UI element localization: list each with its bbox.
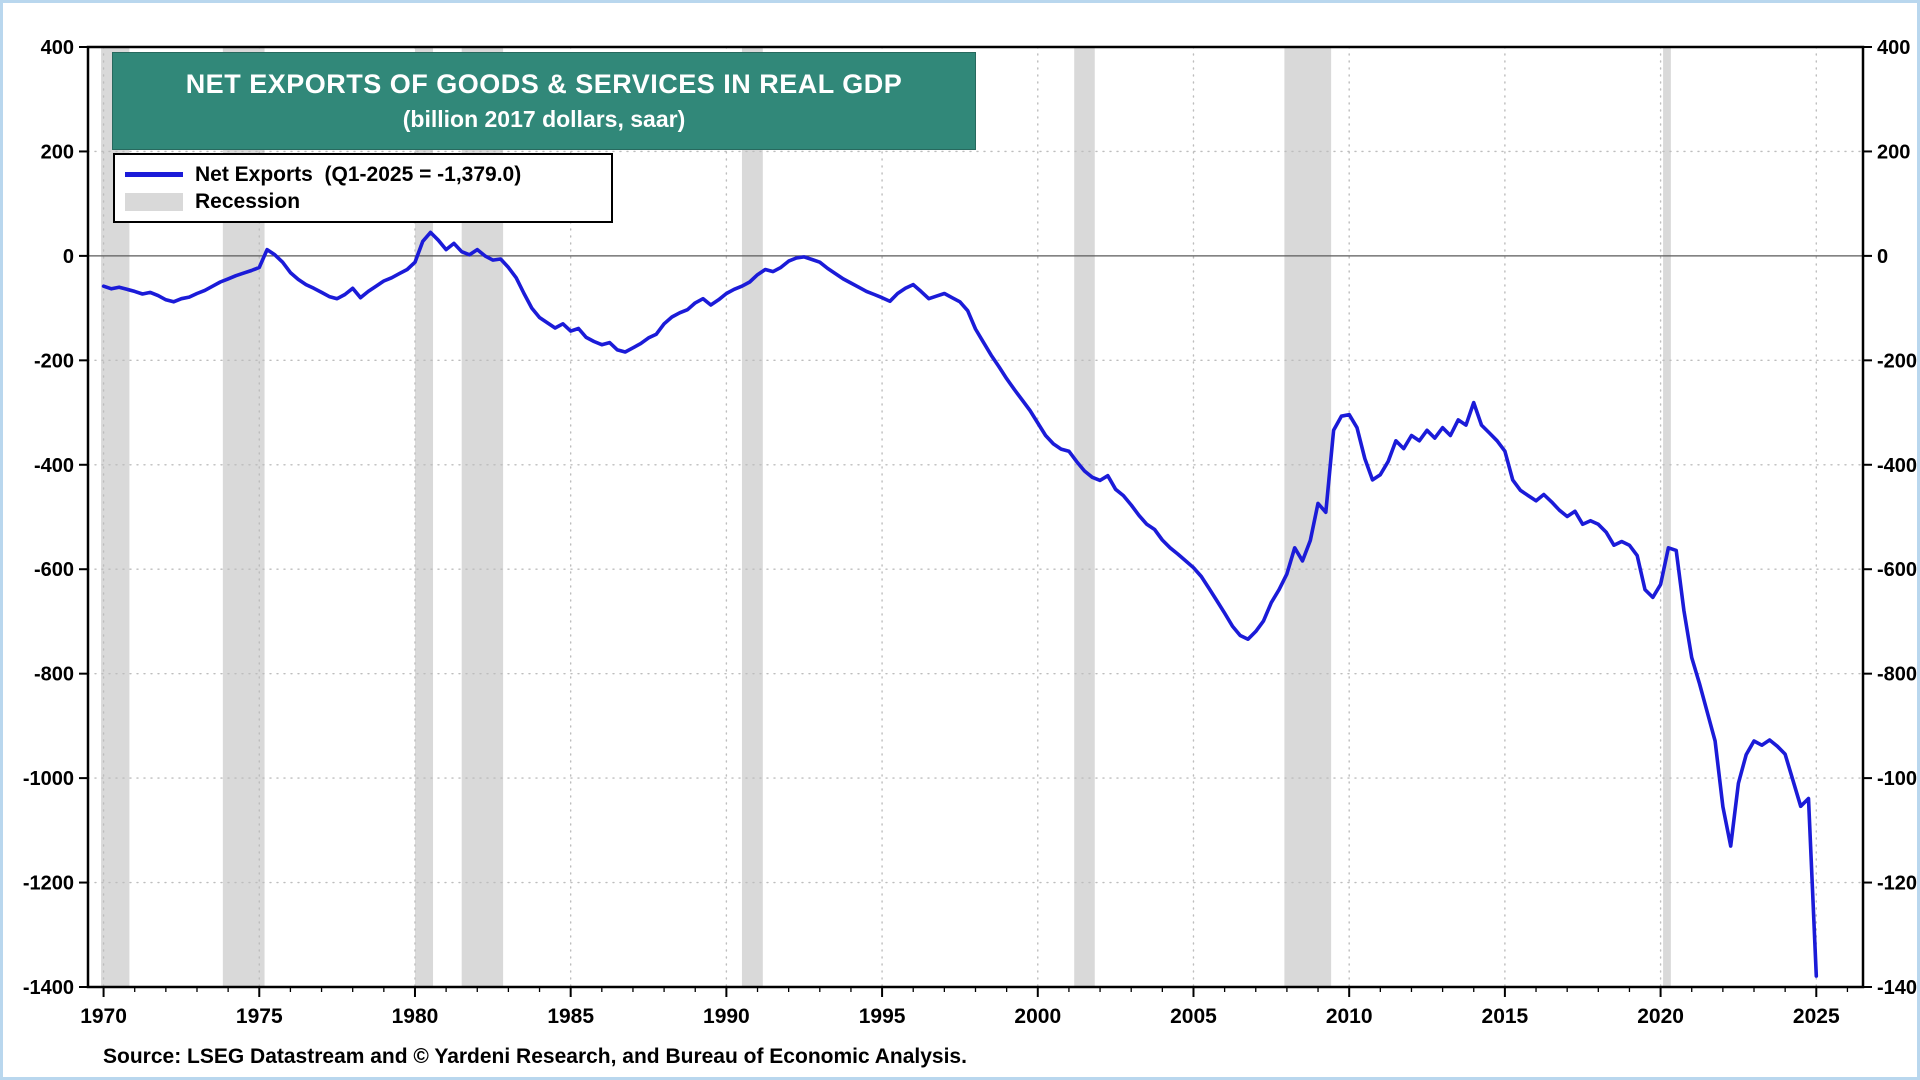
chart-title: NET EXPORTS OF GOODS & SERVICES IN REAL … bbox=[185, 69, 903, 99]
y-axis-label-right: -600 bbox=[1877, 559, 1917, 581]
x-axis-label: 2020 bbox=[1637, 1005, 1684, 1028]
y-axis-label-left: -400 bbox=[34, 455, 74, 477]
y-axis-label-left: -600 bbox=[34, 559, 74, 581]
recession-band bbox=[1663, 47, 1671, 987]
y-axis-label-left: -1200 bbox=[23, 873, 74, 895]
y-axis-label-right: -800 bbox=[1877, 664, 1917, 686]
y-axis-label-left: -800 bbox=[34, 664, 74, 686]
plot-frame bbox=[86, 45, 1865, 989]
y-axis-label-right: -1400 bbox=[1877, 977, 1920, 999]
x-axis-label: 1980 bbox=[392, 1005, 439, 1028]
x-axis-label: 2010 bbox=[1326, 1005, 1373, 1028]
net-exports-line-swatch bbox=[125, 172, 183, 177]
recession-box-swatch bbox=[125, 192, 183, 211]
chart-subtitle: (billion 2017 dollars, saar) bbox=[402, 106, 686, 132]
legend-box: Net Exports (Q1-2025 = -1,379.0) Recessi… bbox=[113, 153, 613, 223]
y-axis-label-left: 0 bbox=[63, 246, 74, 268]
y-axis-label-left: 200 bbox=[41, 141, 74, 163]
x-axis-label: 1975 bbox=[236, 1005, 283, 1028]
x-axis-label: 2005 bbox=[1170, 1005, 1217, 1028]
title-box: NET EXPORTS OF GOODS & SERVICES IN REAL … bbox=[113, 53, 975, 149]
x-axis-label: 2000 bbox=[1014, 1005, 1061, 1028]
y-axis-label-right: -1000 bbox=[1877, 768, 1920, 790]
y-axis-label-left: 400 bbox=[41, 37, 74, 59]
recession-band bbox=[741, 47, 763, 987]
recession-band bbox=[414, 47, 434, 987]
net-exports-line bbox=[101, 230, 1819, 978]
recession-band bbox=[1074, 47, 1095, 987]
x-axis-label: 2015 bbox=[1482, 1005, 1529, 1028]
net-exports-legend-label: Net Exports (Q1-2025 = -1,379.0) bbox=[195, 162, 522, 186]
y-axis-label-right: 200 bbox=[1877, 141, 1910, 163]
x-axis-label: 2025 bbox=[1793, 1005, 1840, 1028]
legend-item-recession: Recession bbox=[125, 188, 601, 215]
source-text: Source: LSEG Datastream and © Yardeni Re… bbox=[103, 1045, 967, 1068]
x-axis-label: 1985 bbox=[547, 1005, 594, 1028]
legend-item-net-exports: Net Exports (Q1-2025 = -1,379.0) bbox=[125, 161, 601, 188]
recession-band bbox=[1284, 47, 1332, 987]
y-axis-label-left: -1000 bbox=[23, 768, 74, 790]
x-axis-label: 1990 bbox=[703, 1005, 750, 1028]
recession-legend-label: Recession bbox=[195, 189, 301, 213]
y-axis-label-right: -1200 bbox=[1877, 873, 1920, 895]
x-axis-label: 1995 bbox=[859, 1005, 906, 1028]
y-axis-label-right: 400 bbox=[1877, 37, 1910, 59]
y-axis-label-right: -200 bbox=[1877, 350, 1917, 372]
x-axis-label: 1970 bbox=[80, 1005, 127, 1028]
y-axis-label-left: -200 bbox=[34, 350, 74, 372]
y-axis-label-right: -400 bbox=[1877, 455, 1917, 477]
y-axis-label-left: -1400 bbox=[23, 977, 74, 999]
y-axis-label-right: 0 bbox=[1877, 246, 1888, 268]
